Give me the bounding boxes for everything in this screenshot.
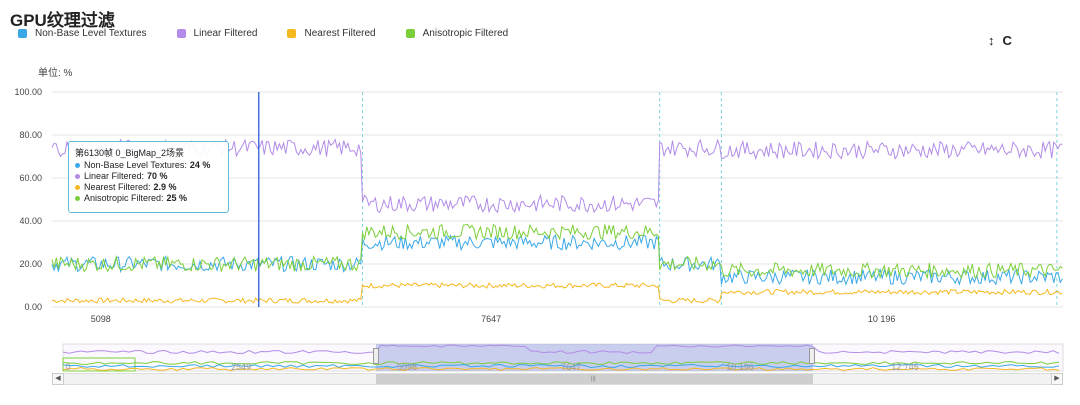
tooltip-label: Non-Base Level Textures:	[84, 160, 187, 170]
legend-label: Non-Base Level Textures	[35, 28, 147, 39]
y-tick-label: 80.00	[19, 130, 42, 140]
navigator-series-line	[62, 360, 1060, 365]
page-title: GPU纹理过滤	[10, 11, 115, 30]
tooltip-label: Nearest Filtered:	[84, 182, 151, 192]
legend-item-linear[interactable]: Linear Filtered	[176, 28, 258, 39]
tooltip-label: Anisotropic Filtered:	[84, 193, 164, 203]
legend-swatch	[176, 29, 186, 38]
unit-label: 单位: %	[38, 68, 73, 79]
navigator-tick-label: 12 745	[891, 362, 919, 372]
navigator-tick-label: 2549	[231, 362, 251, 372]
chart-toolbar: ↕ C	[988, 34, 1012, 48]
tooltip-row: Non-Base Level Textures: 24 %	[75, 160, 228, 171]
tooltip-value: 25 %	[166, 193, 188, 203]
scrollbar-thumb[interactable]	[376, 374, 813, 384]
tooltip-dot	[75, 185, 80, 190]
y-tick-label: 20.00	[19, 259, 42, 269]
scroll-right-button[interactable]: ▶	[1051, 373, 1063, 385]
navigator-handle-right[interactable]	[809, 348, 815, 364]
expand-icon[interactable]: ↕	[988, 33, 995, 48]
tooltip-label: Linear Filtered:	[84, 171, 145, 181]
series-line	[51, 282, 1063, 304]
legend-swatch	[287, 29, 297, 38]
legend-swatch	[18, 29, 27, 38]
legend-item-anisotropic[interactable]: Anisotropic Filtered	[405, 28, 509, 39]
y-tick-label: 0.00	[24, 302, 42, 312]
chart-legend: Non-Base Level Textures Linear Filtered …	[18, 28, 538, 39]
legend-item-nearest[interactable]: Nearest Filtered	[287, 28, 376, 39]
series-line	[51, 234, 1063, 287]
tooltip-row: Linear Filtered: 70 %	[75, 171, 228, 182]
tooltip-value: 24 %	[189, 160, 211, 170]
y-tick-label: 100.00	[14, 87, 42, 97]
tooltip-dot	[75, 196, 80, 201]
navigator-handle-left[interactable]	[373, 348, 379, 364]
navigator-marker-box	[62, 357, 136, 372]
tooltip-value: 70 %	[147, 171, 168, 181]
legend-item-non-base[interactable]: Non-Base Level Textures	[18, 28, 147, 39]
x-tick-label: 7647	[481, 314, 501, 324]
tooltip-row: Anisotropic Filtered: 25 %	[75, 193, 228, 204]
series-line	[51, 223, 1063, 280]
hover-tooltip: 第6130帧 0_BigMap_2场景 Non-Base Level Textu…	[68, 141, 229, 213]
navigator-series-line	[62, 366, 1060, 372]
scroll-left-button[interactable]: ◀	[52, 373, 64, 385]
y-tick-label: 40.00	[19, 216, 42, 226]
refresh-icon[interactable]: C	[1002, 33, 1012, 48]
navigator-series-line	[62, 363, 1060, 369]
x-tick-label: 10 196	[868, 314, 896, 324]
legend-label: Anisotropic Filtered	[422, 28, 509, 39]
navigator-tick-label: 10 196	[726, 362, 754, 372]
legend-label: Nearest Filtered	[304, 28, 376, 39]
tooltip-dot	[75, 163, 80, 168]
navigator-tick-label: 0	[65, 362, 70, 372]
tooltip-row: Nearest Filtered: 2.9 %	[75, 182, 228, 193]
navigator-tick-label: 5098	[397, 362, 417, 372]
tooltip-value: 2.9 %	[153, 182, 177, 192]
tooltip-title: 第6130帧 0_BigMap_2场景	[75, 148, 185, 158]
tooltip-dot	[75, 174, 80, 179]
y-tick-label: 60.00	[19, 173, 42, 183]
navigator-tick-label: 7647	[561, 362, 581, 372]
legend-label: Linear Filtered	[193, 28, 258, 39]
navigator-series-line	[62, 344, 1060, 355]
x-tick-label: 5098	[91, 314, 111, 324]
grip-icon: |||	[591, 376, 596, 382]
legend-swatch	[405, 29, 415, 38]
